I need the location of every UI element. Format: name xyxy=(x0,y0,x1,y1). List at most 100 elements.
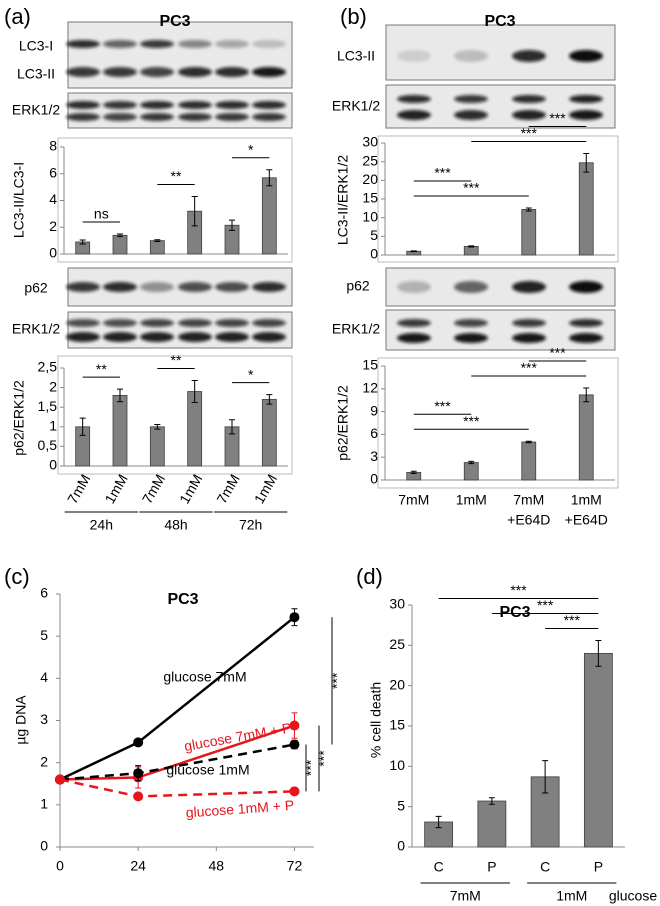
blot-band xyxy=(178,332,212,342)
x-tick-label: 1mM xyxy=(251,471,280,506)
error-bar xyxy=(583,387,590,403)
blot-band xyxy=(397,319,431,327)
significance-label: *** xyxy=(521,125,538,141)
y-tick-label: 4 xyxy=(40,669,48,685)
error-bar xyxy=(595,639,602,667)
blot-label: LC3-I xyxy=(19,38,53,54)
significance-label: *** xyxy=(549,345,566,361)
chart-frame xyxy=(57,137,293,263)
y-tick-label: 15 xyxy=(389,717,405,733)
blot-band xyxy=(103,67,137,77)
bar xyxy=(112,395,128,467)
blot-band xyxy=(252,101,286,109)
bar xyxy=(149,426,165,467)
x-tick-label: 7mM xyxy=(213,471,242,506)
y-tick-label: 15 xyxy=(362,357,378,373)
blot-label: LC3-II xyxy=(337,48,375,64)
y-tick-label: 25 xyxy=(362,152,378,168)
panel-label: (a) xyxy=(4,4,31,29)
error-bar xyxy=(79,239,86,245)
error-bar xyxy=(525,207,532,212)
significance-label: *** xyxy=(329,672,345,689)
blot xyxy=(66,92,293,129)
series-label: glucose 1mM + P xyxy=(185,797,294,821)
blot-band xyxy=(140,113,174,121)
blot-band xyxy=(569,319,603,327)
error-bar xyxy=(79,417,86,436)
chart-frame xyxy=(377,135,619,263)
y-tick-label: 0 xyxy=(40,838,48,854)
blot xyxy=(385,24,616,81)
error-bar xyxy=(117,388,123,403)
significance-label: *** xyxy=(564,612,581,628)
blot-label: ERK1/2 xyxy=(12,102,60,118)
error-bar xyxy=(410,250,417,253)
y-axis-label: µg DNA xyxy=(13,695,29,745)
data-point xyxy=(133,768,144,779)
group-suffix: glucose xyxy=(609,888,657,904)
error-bar xyxy=(117,233,123,238)
significance-label: *** xyxy=(463,413,480,429)
bar xyxy=(578,162,594,256)
significance-label: * xyxy=(248,366,254,382)
x-tick-label: P xyxy=(594,859,603,875)
y-tick-label: 6 xyxy=(40,585,48,601)
blot-band xyxy=(215,332,249,342)
data-point xyxy=(133,791,144,802)
data-point xyxy=(289,739,300,750)
y-tick-label: 12 xyxy=(362,380,378,396)
blot-band xyxy=(397,95,431,103)
x-tick-label: 7mM xyxy=(139,471,168,506)
error-bar xyxy=(266,394,273,405)
blot-band xyxy=(103,40,137,48)
blot-band xyxy=(569,50,603,62)
significance-label: *** xyxy=(303,759,319,776)
chart-title: PC3 xyxy=(499,604,530,621)
y-tick-label: 1,5 xyxy=(38,398,58,414)
blot-band xyxy=(66,282,100,292)
y-tick-label: 30 xyxy=(389,596,405,612)
error-bar xyxy=(229,419,235,435)
blot-label: ERK1/2 xyxy=(12,321,60,337)
significance-label: * xyxy=(248,141,254,157)
group-label: 1mM xyxy=(556,888,587,904)
chart-frame xyxy=(377,357,619,489)
significance-label: ns xyxy=(94,206,109,222)
blot-band xyxy=(252,332,286,342)
blot-band xyxy=(140,282,174,292)
y-tick-label: 3 xyxy=(40,711,48,727)
blot-band xyxy=(454,281,488,293)
series-label: glucose 7mM xyxy=(163,669,246,685)
error-bar xyxy=(488,797,495,805)
blot xyxy=(385,309,616,351)
significance-label: *** xyxy=(463,180,480,196)
y-axis-label: p62/ERK1/2 xyxy=(335,385,351,461)
blot-band xyxy=(66,101,100,109)
x-tick-label: 1mM xyxy=(176,471,205,506)
blot-band xyxy=(397,281,431,293)
blot-band xyxy=(103,113,137,121)
y-axis-label: % cell death xyxy=(368,682,384,758)
y-tick-label: 10 xyxy=(362,208,378,224)
blot-band xyxy=(140,332,174,342)
panel-label: (b) xyxy=(340,4,367,29)
y-tick-label: 20 xyxy=(389,676,405,692)
blot-band xyxy=(66,67,100,77)
bar xyxy=(463,462,479,481)
blot-band xyxy=(252,40,286,48)
y-tick-label: 5 xyxy=(40,627,48,643)
blot-band xyxy=(454,333,488,343)
y-tick-label: 15 xyxy=(362,190,378,206)
bar xyxy=(261,398,277,467)
blot-band xyxy=(454,110,488,120)
y-tick-label: 30 xyxy=(362,134,378,150)
chart-title: PC3 xyxy=(484,13,515,30)
blot-label: p62 xyxy=(24,280,48,296)
blot-band xyxy=(512,110,546,120)
bar xyxy=(521,441,537,481)
blot-band xyxy=(569,281,603,293)
x-tick-label: 1mM xyxy=(571,492,602,508)
significance-label: *** xyxy=(537,597,554,613)
blot-frame xyxy=(67,92,293,129)
chart-title: PC3 xyxy=(159,13,190,30)
